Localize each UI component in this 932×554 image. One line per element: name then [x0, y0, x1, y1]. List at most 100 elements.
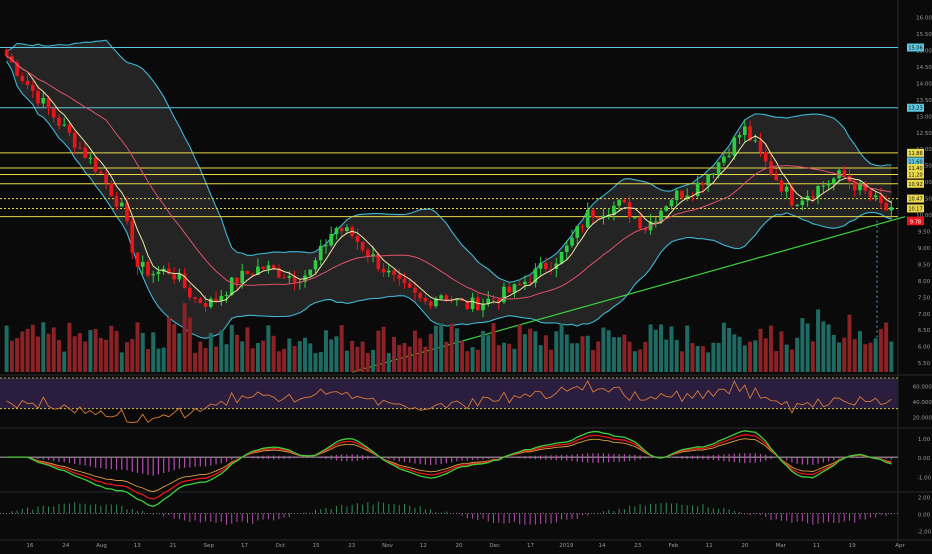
macd-histogram-bar [519, 456, 520, 458]
volume-bar [73, 336, 77, 372]
candle-body [382, 269, 386, 273]
osc-bar [624, 509, 625, 513]
macd-histogram-bar [268, 456, 269, 460]
volume-bar [492, 323, 496, 372]
candle-body [429, 301, 433, 306]
volume-bar [141, 333, 145, 372]
volume-bar [512, 349, 516, 372]
candle-body [52, 109, 56, 118]
osc-bar [236, 513, 237, 522]
time-tick-label: Aug [96, 543, 107, 549]
candle-body [397, 275, 401, 279]
time-tick-label: 20 [742, 543, 749, 549]
osc-bar [341, 505, 342, 513]
candle-body [324, 245, 328, 246]
candle-body [387, 271, 391, 273]
macd-histogram-bar [467, 457, 468, 461]
osc-bar [739, 512, 740, 514]
volume-bar [418, 338, 422, 372]
candle-body [345, 227, 349, 231]
time-tick-label: 23 [634, 543, 641, 549]
osc-bar [692, 505, 693, 513]
candle-body [120, 203, 124, 207]
macd-histogram-bar [561, 455, 562, 460]
macd-histogram-bar [32, 457, 33, 458]
osc-bar [278, 513, 279, 519]
time-tick-label: Mar [776, 543, 787, 549]
volume-bar [806, 324, 810, 372]
osc-bar [697, 506, 698, 513]
macd-histogram-bar [634, 455, 635, 461]
price-tag-label: 9.78 [910, 219, 921, 225]
osc-bar [58, 504, 59, 513]
volume-bar [827, 324, 831, 372]
osc-bar [446, 511, 447, 513]
osc-bar [320, 509, 321, 513]
volume-bar [277, 351, 281, 372]
macd-histogram-bar [723, 454, 724, 461]
osc-bar [561, 513, 562, 519]
osc-bar [284, 513, 285, 517]
macd-histogram-bar [828, 457, 829, 461]
osc-bar [231, 513, 232, 523]
osc-bar [357, 503, 358, 513]
osc-bar [671, 503, 672, 513]
price-tick-label: 13.00 [916, 114, 932, 120]
macd-histogram-bar [325, 456, 326, 459]
volume-bar [198, 342, 202, 372]
volume-bar [533, 331, 537, 372]
volume-bar [858, 331, 862, 372]
osc-bar [734, 511, 735, 514]
macd-histogram-bar [247, 457, 248, 458]
macd-histogram-bar [372, 456, 373, 458]
osc-bar [493, 513, 494, 523]
volume-bar [628, 342, 632, 372]
osc-bar [336, 506, 337, 514]
macd-histogram-bar [263, 456, 264, 459]
time-tick-label: 16 [27, 543, 34, 549]
volume-bar [83, 341, 87, 372]
macd-histogram-bar [409, 457, 410, 463]
osc-bar [566, 513, 567, 519]
volume-bar [785, 345, 789, 372]
volume-bar [41, 322, 45, 372]
osc-bar [467, 513, 468, 518]
osc-bar [870, 513, 871, 517]
osc-bar [174, 513, 175, 518]
osc-bar [305, 513, 306, 514]
osc-bar [315, 510, 316, 514]
osc-bar [79, 504, 80, 514]
volume-bar [397, 345, 401, 372]
macd-histogram-bar [79, 457, 80, 465]
volume-bar [172, 324, 176, 372]
macd-histogram-bar [194, 457, 195, 467]
macd-histogram-bar [498, 457, 499, 458]
candle-body [575, 226, 579, 238]
macd-histogram-bar [613, 454, 614, 462]
candle-body [827, 184, 831, 186]
volume-bar [528, 329, 532, 372]
macd-histogram-bar [739, 453, 740, 462]
candle-body [675, 191, 679, 200]
candle-body [193, 297, 197, 299]
osc-bar [163, 513, 164, 516]
macd-histogram-bar [577, 454, 578, 462]
osc-bar [216, 513, 217, 523]
volume-bar [67, 323, 71, 372]
candle-body [235, 278, 239, 284]
volume-bar [361, 342, 365, 372]
volume-bar [78, 333, 82, 372]
volume-bar [800, 318, 804, 372]
osc-bar [613, 511, 614, 513]
osc-bar [540, 513, 541, 524]
osc-bar [69, 504, 70, 514]
osc-tick-label: 2.00 [918, 496, 931, 502]
macd-histogram-bar [482, 457, 483, 459]
macd-histogram-bar [650, 457, 651, 458]
time-tick-label: 13 [134, 543, 141, 549]
osc-bar [420, 506, 421, 513]
price-tag-label: 11.20 [908, 173, 922, 179]
volume-bar [549, 350, 553, 372]
